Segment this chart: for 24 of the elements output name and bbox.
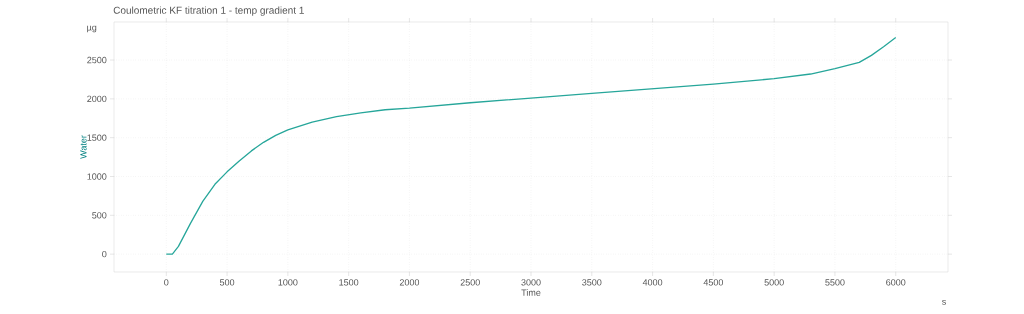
x-tick-label: 5000 [764,279,784,286]
x-tick-label: 4500 [703,279,724,286]
x-tick-label: 5500 [825,279,845,286]
x-tick-label: 500 [219,279,235,286]
x-tick-label: 3000 [521,279,541,286]
y-tick-label: 0 [102,250,107,258]
x-tick-label: 2000 [399,279,420,286]
y-tick-label: 2000 [87,95,107,103]
y-tick-label: 500 [92,212,107,219]
x-tick-label: 1000 [278,279,298,286]
y-tick-label: 2500 [87,56,107,64]
chart-title: Coulometric KF titration 1 - temp gradient 1 [113,6,304,16]
x-tick-label: 4000 [642,279,663,286]
text: s [942,299,946,305]
x-tick-label: 2500 [460,279,480,286]
x-tick-label: 0 [164,279,169,286]
text: µg [87,25,97,33]
x-tick-label: 3500 [582,279,602,286]
y-tick-label: 1500 [87,134,107,141]
y-axis-title: Water [80,135,87,159]
x-axis-title: Time [521,289,541,296]
x-tick-label: 6000 [886,279,906,286]
y-tick-label: 1000 [87,173,107,180]
x-tick-label: 1500 [339,279,359,286]
